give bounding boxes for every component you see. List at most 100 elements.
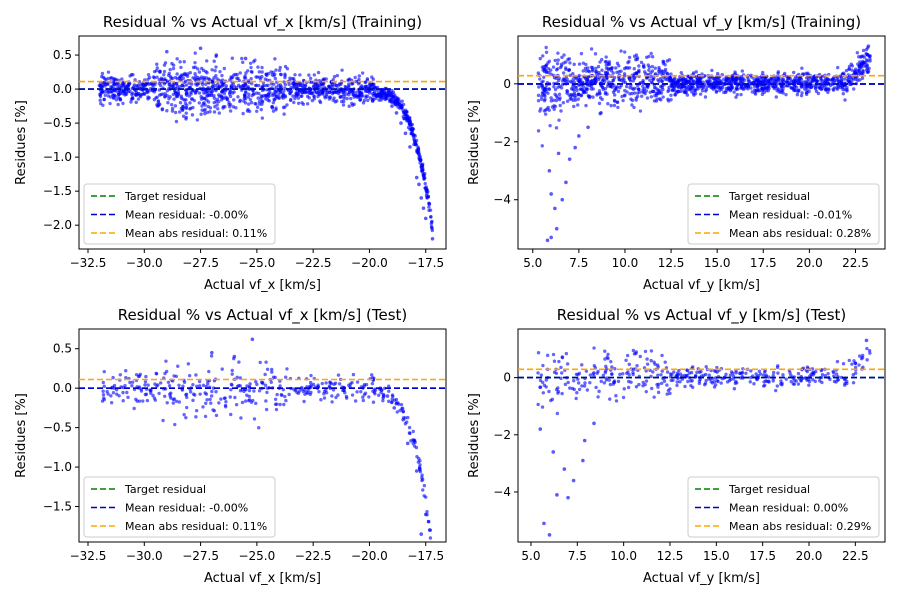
data-point: [121, 101, 125, 106]
data-point: [344, 396, 349, 400]
data-point: [614, 394, 618, 398]
data-point: [235, 375, 239, 380]
data-point: [273, 92, 277, 97]
data-point: [813, 87, 818, 91]
data-point: [205, 94, 209, 98]
data-point: [766, 375, 771, 379]
data-point: [222, 396, 227, 400]
data-point: [606, 102, 610, 106]
data-point: [576, 97, 581, 101]
data-point: [247, 80, 251, 85]
data-point: [724, 372, 728, 377]
data-point: [130, 91, 135, 95]
data-point: [694, 70, 698, 74]
data-point: [575, 391, 579, 395]
data-point: [205, 398, 209, 402]
data-point: [601, 77, 605, 82]
data-point: [559, 376, 563, 381]
data-point: [659, 98, 663, 102]
data-point: [566, 380, 570, 385]
data-point: [770, 77, 774, 82]
data-point: [680, 374, 684, 378]
data-point: [814, 369, 818, 374]
data-point: [820, 372, 825, 377]
data-point: [588, 380, 592, 385]
data-point: [615, 61, 620, 66]
data-point: [308, 380, 313, 385]
data-point: [564, 66, 568, 70]
data-point: [637, 382, 641, 387]
data-point: [841, 362, 846, 366]
data-point: [776, 87, 781, 92]
data-point: [766, 78, 771, 82]
data-point: [337, 382, 342, 386]
data-point: [177, 110, 182, 114]
data-point: [747, 79, 752, 84]
data-point: [230, 75, 235, 80]
data-point: [390, 104, 394, 108]
data-point: [754, 372, 758, 376]
data-point: [618, 372, 622, 377]
data-point: [592, 421, 596, 426]
data-point: [806, 79, 810, 83]
data-point: [835, 86, 839, 90]
data-point: [184, 92, 189, 96]
x-tick-label: −25.0: [238, 256, 275, 270]
data-point: [180, 107, 185, 112]
data-point: [868, 54, 872, 58]
data-point: [137, 399, 142, 403]
data-point: [230, 383, 234, 387]
data-point: [732, 387, 737, 391]
data-point: [805, 369, 810, 374]
data-point: [788, 371, 792, 375]
data-point: [243, 76, 248, 80]
data-point: [282, 80, 286, 84]
data-point: [733, 70, 737, 74]
data-point: [693, 91, 698, 96]
data-point: [597, 389, 601, 394]
data-point: [98, 98, 102, 103]
data-point: [346, 78, 350, 82]
data-point: [698, 92, 703, 96]
data-point: [236, 95, 240, 99]
data-point: [757, 369, 762, 374]
data-point: [551, 65, 556, 69]
data-point: [188, 390, 193, 394]
data-point: [134, 100, 138, 105]
data-point: [595, 93, 599, 97]
data-point: [599, 110, 603, 115]
data-point: [857, 55, 861, 59]
data-point: [612, 76, 617, 80]
data-point: [198, 392, 202, 396]
plot-area: [517, 35, 886, 250]
data-point: [714, 369, 718, 374]
data-point: [807, 383, 811, 387]
data-point: [102, 369, 106, 374]
data-point: [159, 92, 163, 97]
data-point: [204, 82, 208, 86]
y-axis-label: Residues [%]: [467, 393, 482, 478]
chart-marks: 5.0 7.5 10.0 12.5 15.0 17.5 20.0 22.5 0 −2 −4: [493, 338, 885, 563]
data-point: [231, 82, 236, 86]
data-point: [277, 92, 281, 97]
data-point: [773, 77, 778, 82]
data-point: [200, 82, 205, 87]
data-point: [195, 83, 199, 87]
data-point: [589, 79, 593, 84]
data-point: [274, 407, 279, 412]
data-point: [858, 78, 862, 82]
data-point: [604, 367, 609, 371]
y-axis-label: Residues [%]: [467, 100, 482, 185]
data-point: [811, 373, 815, 377]
data-point: [202, 109, 207, 113]
legend: Target residual Mean residual: 0.00% Mean …: [687, 476, 880, 538]
data-point: [229, 387, 233, 392]
data-point: [176, 364, 180, 368]
data-point: [178, 60, 182, 64]
data-point: [557, 118, 561, 122]
scatter-group: [79, 337, 446, 540]
data-point: [703, 95, 708, 99]
data-point: [387, 89, 391, 94]
data-point: [722, 77, 726, 81]
data-point: [603, 357, 607, 361]
